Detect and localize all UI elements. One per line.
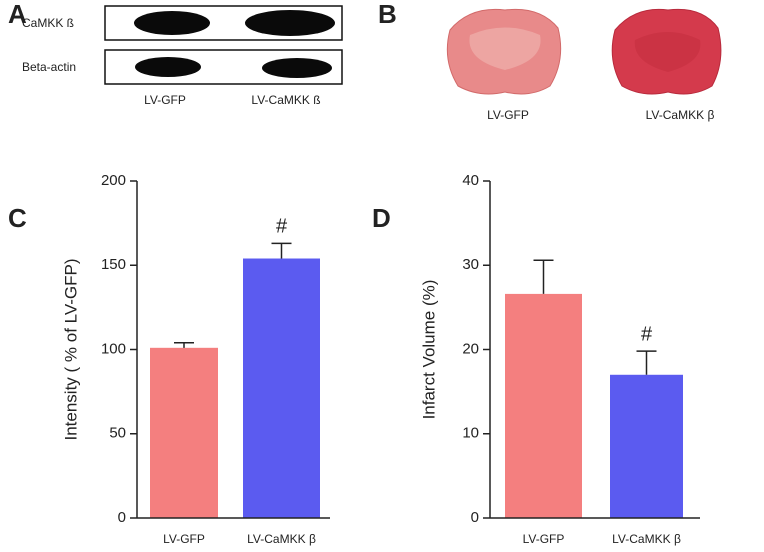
error-bar <box>271 242 292 259</box>
error-bar <box>533 259 554 294</box>
x-tick-label: LV-CaMKK β <box>612 532 681 546</box>
panel-label: D <box>372 203 391 233</box>
x-tick-label: LV-GFP <box>523 532 565 546</box>
x-tick-label: LV-CaMKK β <box>247 532 316 546</box>
y-tick-label: 100 <box>101 340 126 357</box>
blot-row-label: Beta-actin <box>22 60 76 74</box>
blot-band <box>262 58 332 78</box>
panel-label: C <box>8 203 27 233</box>
error-bar <box>636 350 657 375</box>
y-tick-label: 50 <box>109 425 126 442</box>
y-tick-label: 10 <box>462 425 479 442</box>
bar <box>243 258 320 518</box>
blot-row-label: CaMKK ß <box>22 16 74 30</box>
panel-label: B <box>378 0 397 29</box>
panel-label: A <box>8 0 27 29</box>
brain-section-detail <box>634 32 701 72</box>
section-label: LV-GFP <box>487 108 529 122</box>
x-tick-label: LV-GFP <box>163 532 205 546</box>
bar <box>150 347 218 518</box>
bar <box>610 374 683 518</box>
blot-band <box>134 11 210 35</box>
y-tick-label: 30 <box>462 256 479 273</box>
blot-band <box>245 10 335 36</box>
blot-lane-label: LV-CaMKK ß <box>251 93 320 107</box>
y-tick-label: 0 <box>471 509 479 526</box>
y-tick-label: 0 <box>118 509 126 526</box>
blot-band <box>135 57 201 77</box>
annotation: # <box>276 216 288 238</box>
y-tick-label: 40 <box>462 172 479 189</box>
y-tick-label: 20 <box>462 340 479 357</box>
annotation: # <box>641 323 653 345</box>
y-tick-label: 200 <box>101 172 126 189</box>
section-label: LV-CaMKK β <box>646 108 715 122</box>
y-axis-title: Intensity ( % of LV-GFP) <box>61 258 80 440</box>
y-tick-label: 150 <box>101 256 126 273</box>
blot-lane-label: LV-GFP <box>144 93 186 107</box>
bar <box>505 293 582 518</box>
brain-section-detail <box>469 27 541 70</box>
error-bar <box>174 342 194 348</box>
y-axis-title: Infarct Volume (%) <box>419 280 438 420</box>
